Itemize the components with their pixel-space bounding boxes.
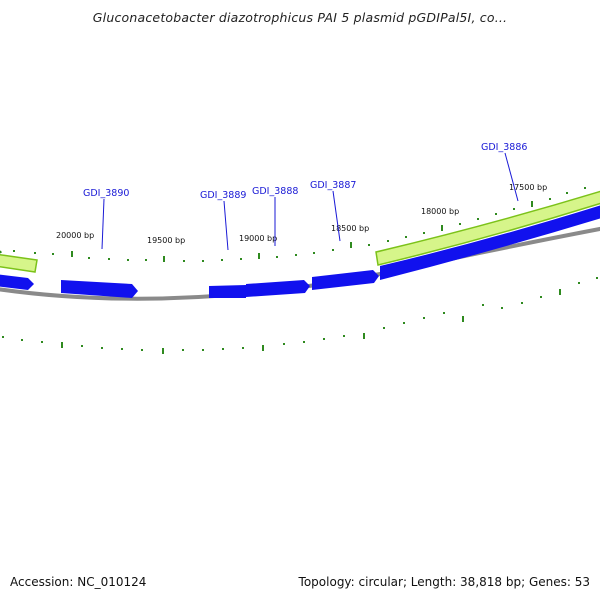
outer-tick-arc xyxy=(0,187,586,262)
gene-label-gdi-3889: GDI_3889 xyxy=(200,190,246,201)
topology-summary: Topology: circular; Length: 38,818 bp; G… xyxy=(298,575,590,589)
position-label-17500: 17500 bp xyxy=(509,183,547,192)
leader-gdi-3890 xyxy=(101,198,105,250)
position-label-18500: 18500 bp xyxy=(331,224,369,233)
position-label-20000: 20000 bp xyxy=(56,231,94,240)
position-label-19500: 19500 bp xyxy=(147,236,185,245)
gene-arrow-gdi-3888 xyxy=(246,280,310,297)
gene-label-gdi-3888: GDI_3888 xyxy=(252,186,298,197)
position-label-19000: 19000 bp xyxy=(239,234,277,243)
gene-label-gdi-3886: GDI_3886 xyxy=(481,142,527,153)
gene-arrow-gdi-3887 xyxy=(312,270,379,290)
leader-gdi-3886 xyxy=(504,152,519,202)
gene-arrow-gdi-3889 xyxy=(209,285,246,298)
gene-labels: GDI_3890 GDI_3889 GDI_3888 GDI_3887 GDI_… xyxy=(83,142,527,201)
accession-label: Accession: NC_010124 xyxy=(10,575,147,589)
map-title: Gluconacetobacter diazotrophicus PAI 5 p… xyxy=(92,10,508,25)
gene-label-gdi-3887: GDI_3887 xyxy=(310,180,356,191)
position-labels: 20000 bp 19500 bp 19000 bp 18500 bp 1800… xyxy=(56,183,547,245)
gene-arrow-gdi-3890 xyxy=(61,280,138,298)
leader-gdi-3887 xyxy=(332,190,341,242)
leader-gdi-3889 xyxy=(223,200,229,251)
position-label-18000: 18000 bp xyxy=(421,207,459,216)
gene-leader-lines xyxy=(101,152,519,251)
gene-arrows xyxy=(0,205,600,298)
gene-label-gdi-3890: GDI_3890 xyxy=(83,188,129,199)
gene-arrow-gdi-3886 xyxy=(380,205,600,280)
inner-tick-arc xyxy=(2,277,598,354)
gene-arrow-left-edge xyxy=(0,274,34,290)
gene-band-highlight xyxy=(0,190,600,273)
